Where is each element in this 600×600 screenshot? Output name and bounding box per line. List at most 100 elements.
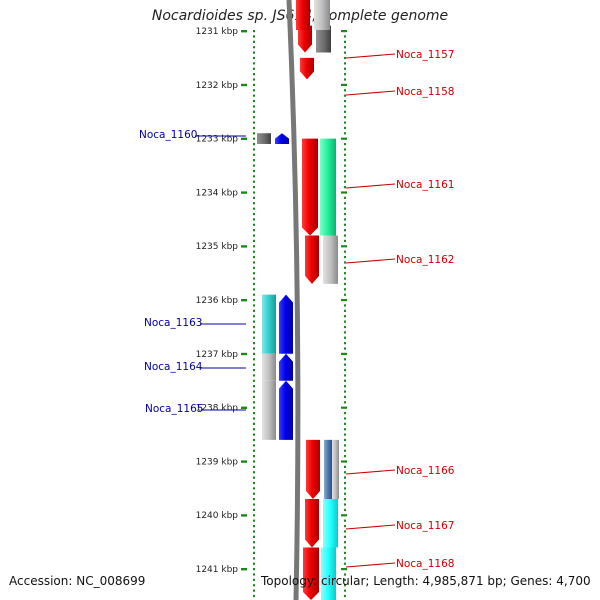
axis-minor-tick	[253, 304, 255, 307]
axis-major-tick	[241, 191, 247, 194]
gene-feature[interactable]	[257, 133, 271, 144]
axis-minor-tick	[253, 352, 255, 355]
axis-minor-tick	[344, 175, 346, 178]
gene-feature[interactable]	[320, 138, 336, 236]
axis-minor-tick	[344, 315, 346, 318]
axis-minor-tick	[253, 390, 255, 393]
axis-minor-tick	[344, 374, 346, 377]
axis-minor-tick	[253, 99, 255, 103]
axis-minor-tick	[341, 460, 347, 463]
axis-minor-tick	[344, 390, 346, 393]
axis-minor-tick	[344, 562, 346, 565]
axis-minor-tick	[253, 320, 255, 323]
axis-minor-tick	[253, 347, 255, 350]
gene-feature[interactable]	[323, 499, 338, 548]
axis-minor-tick	[253, 293, 255, 296]
axis-minor-tick	[344, 89, 346, 92]
gene-feature[interactable]	[314, 0, 330, 30]
axis-minor-tick	[253, 535, 255, 538]
axis-minor-tick	[344, 331, 346, 334]
gene-label[interactable]: Noca_1160	[139, 129, 197, 141]
gene-label[interactable]: Noca_1164	[144, 361, 203, 373]
gene-feature[interactable]	[316, 25, 331, 53]
gene-label[interactable]: Noca_1166	[396, 465, 455, 477]
gene-label[interactable]: Noca_1168	[396, 558, 454, 570]
gene-feature[interactable]	[302, 138, 318, 236]
gene-feature[interactable]	[321, 547, 336, 600]
gene-label[interactable]: Noca_1157	[396, 49, 454, 61]
axis-minor-tick	[253, 180, 255, 183]
axis-minor-tick	[253, 159, 255, 162]
axis-minor-tick	[344, 186, 346, 189]
gene-feature[interactable]	[262, 380, 276, 440]
axis-minor-tick	[253, 94, 255, 97]
axis-minor-tick	[344, 449, 346, 452]
axis-minor-tick	[253, 487, 255, 490]
axis-minor-tick	[253, 255, 255, 259]
axis-tick-label: 1241 kbp	[196, 565, 239, 575]
axis-minor-tick	[344, 282, 346, 286]
gene-feature[interactable]	[279, 294, 293, 354]
gene-feature[interactable]	[296, 0, 310, 30]
axis-minor-tick	[344, 121, 346, 124]
axis-minor-tick	[253, 514, 255, 517]
gene-feature[interactable]	[323, 235, 338, 284]
axis-minor-tick	[344, 589, 346, 592]
gene-label[interactable]: Noca_1163	[144, 317, 202, 329]
axis-minor-tick	[344, 202, 346, 205]
axis-minor-tick	[344, 164, 346, 167]
axis-minor-tick	[341, 514, 347, 517]
axis-minor-tick	[344, 471, 346, 474]
gene-feature[interactable]	[262, 353, 276, 381]
axis-minor-tick	[344, 401, 346, 404]
axis-minor-tick	[253, 460, 255, 463]
axis-minor-tick	[253, 476, 255, 479]
gene-feature[interactable]	[332, 439, 339, 500]
axis-minor-tick	[253, 191, 255, 194]
label-leader-line	[345, 183, 396, 189]
axis-minor-tick	[253, 288, 255, 291]
gene-label[interactable]: Noca_1162	[396, 254, 454, 266]
gene-feature[interactable]	[262, 294, 276, 354]
gene-label[interactable]: Noca_1167	[396, 520, 454, 532]
gene-feature[interactable]	[300, 57, 314, 80]
axis-minor-tick	[344, 508, 346, 512]
gene-label[interactable]: Noca_1161	[396, 179, 454, 191]
axis-tick-label: 1233 kbp	[196, 135, 239, 145]
gene-feature[interactable]	[306, 439, 320, 500]
axis-tick-label: 1237 kbp	[196, 350, 239, 360]
axis-minor-tick	[253, 530, 255, 533]
axis-minor-tick	[253, 299, 255, 302]
gene-feature[interactable]	[279, 353, 293, 381]
gene-feature[interactable]	[324, 439, 332, 500]
axis-minor-tick	[341, 30, 347, 33]
gene-feature[interactable]	[298, 25, 312, 53]
axis-minor-tick	[253, 40, 255, 43]
axis-minor-tick	[341, 83, 347, 86]
label-leader-line	[345, 469, 396, 475]
axis-major-tick	[241, 30, 247, 33]
gene-label[interactable]: Noca_1158	[396, 86, 454, 98]
axis-minor-tick	[253, 374, 255, 377]
axis-major-tick	[241, 568, 247, 571]
gene-label[interactable]: Noca_1165	[145, 403, 203, 415]
axis-minor-tick	[253, 465, 255, 468]
axis-minor-tick	[344, 207, 346, 210]
axis-major-tick	[241, 137, 247, 140]
gene-feature[interactable]	[305, 499, 319, 548]
axis-minor-tick	[253, 315, 255, 318]
axis-minor-tick	[253, 126, 255, 130]
axis-minor-tick	[253, 578, 255, 581]
gene-feature[interactable]	[275, 133, 289, 144]
axis-minor-tick	[253, 67, 255, 70]
axis-minor-tick	[253, 164, 255, 167]
axis-minor-tick	[344, 433, 346, 436]
gene-feature[interactable]	[303, 547, 319, 600]
axis-minor-tick	[341, 568, 347, 571]
axis-minor-tick	[344, 379, 346, 382]
gene-feature[interactable]	[305, 235, 319, 284]
axis-minor-tick	[253, 336, 255, 339]
axis-minor-tick	[344, 40, 346, 43]
gene-feature[interactable]	[279, 380, 293, 440]
